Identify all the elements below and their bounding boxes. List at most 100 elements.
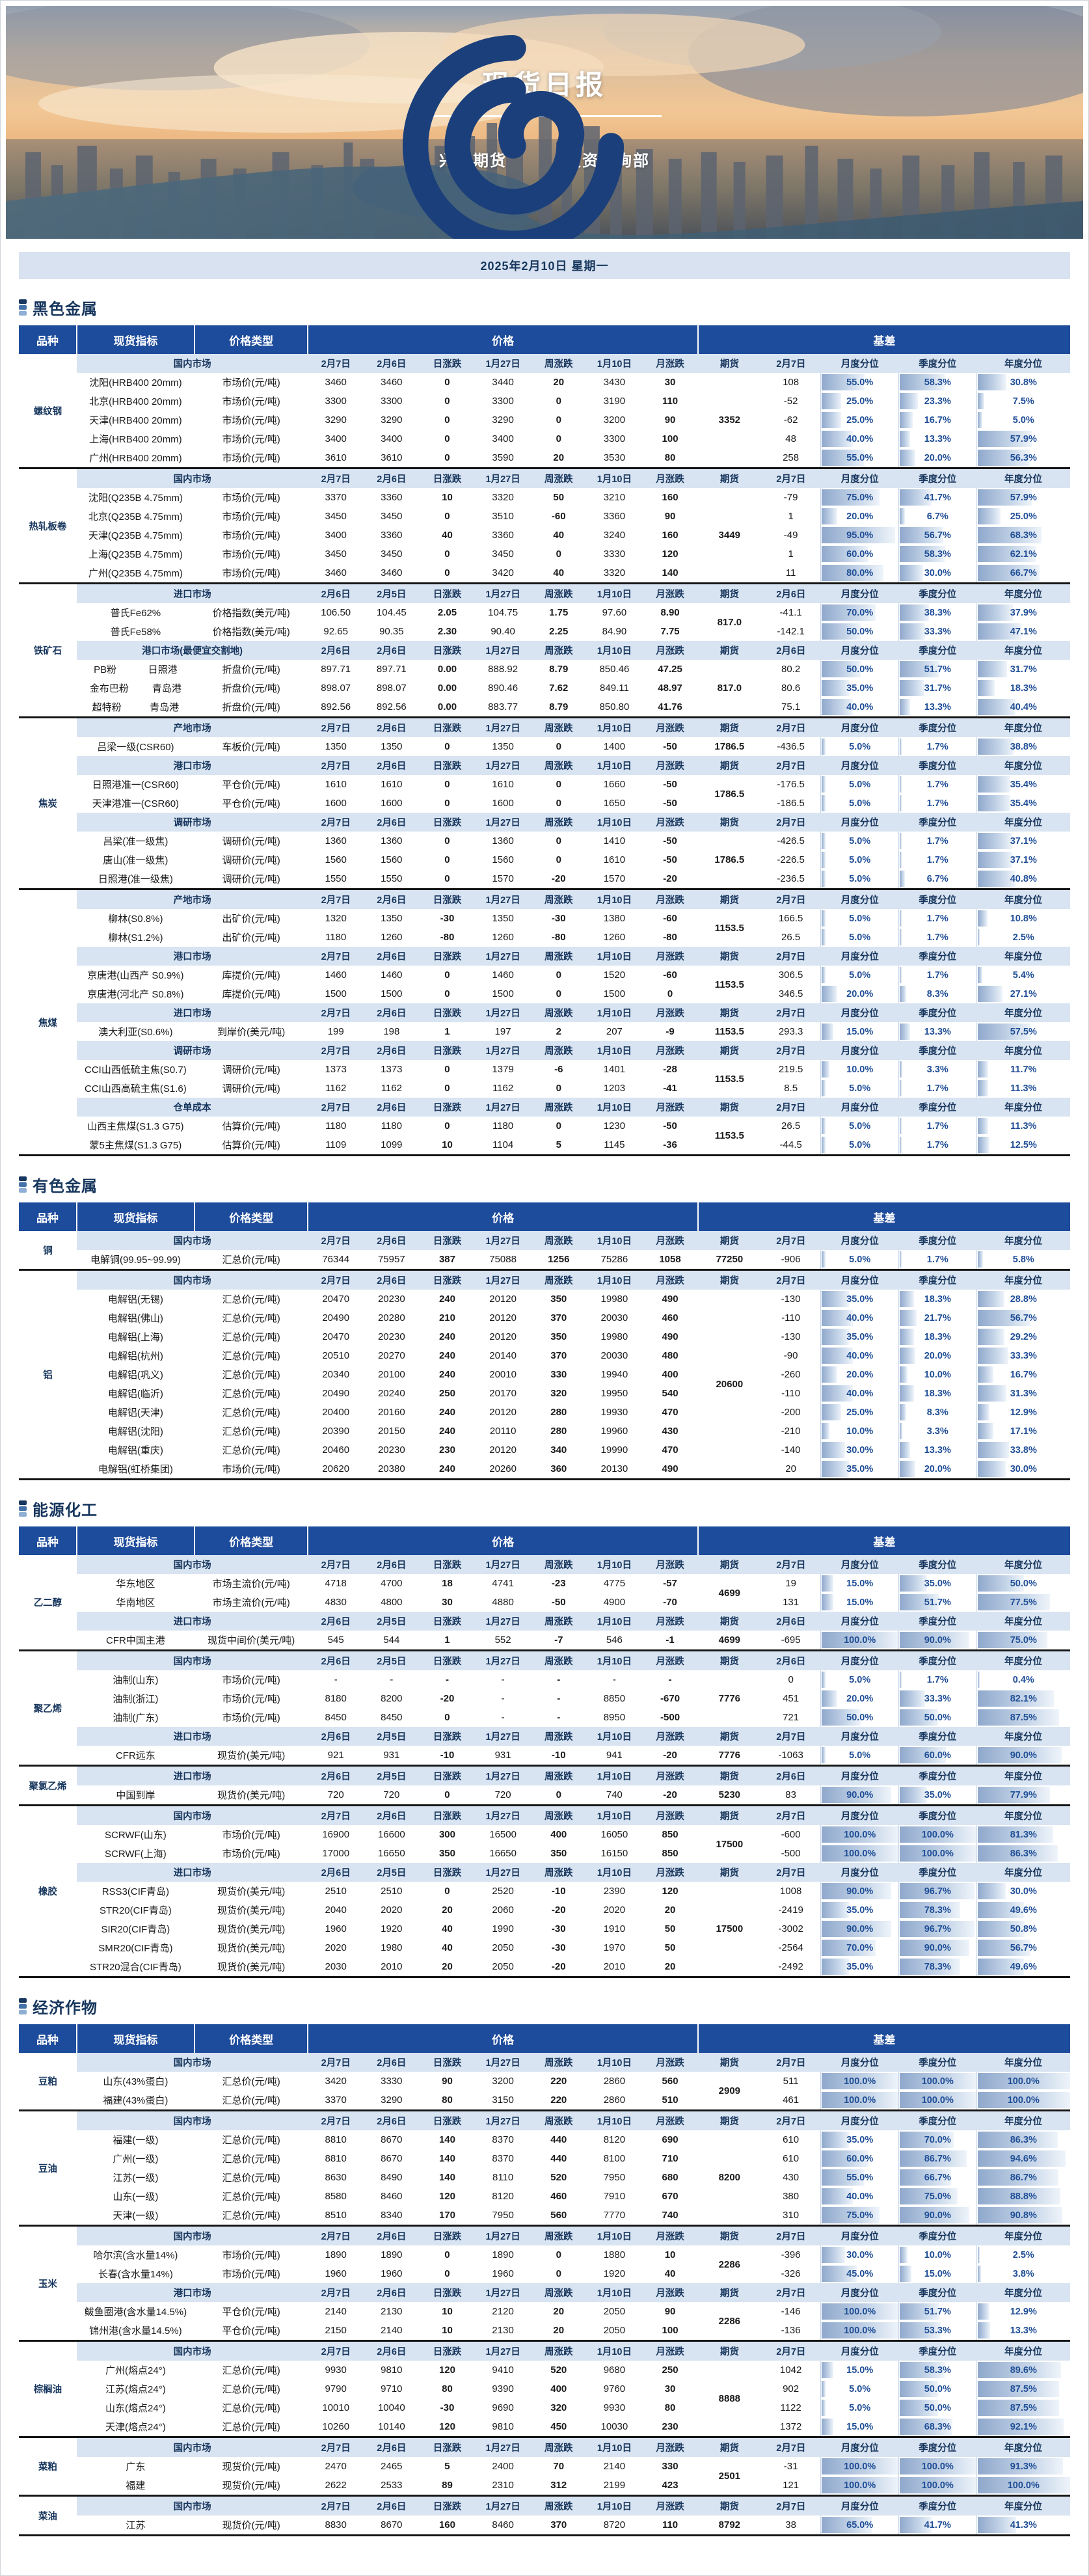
col-date-m: 1月10日: [586, 1003, 643, 1022]
price-cell: 3320: [475, 488, 531, 507]
price-type-cell: 市场价(元/吨): [194, 373, 308, 392]
percentile-bar: [822, 2247, 845, 2263]
price-cell: 20120: [475, 1327, 531, 1346]
price-cell: 1180: [308, 1117, 364, 1135]
percentile-cell: 13.3%: [898, 1441, 977, 1459]
percentile-cell: 70.0%: [898, 2130, 977, 2149]
change-cell: 10: [642, 2245, 698, 2264]
change-cell: 440: [530, 2130, 587, 2149]
percentile-cell: 25.0%: [820, 1403, 899, 1422]
price-type-cell: 汇总价(元/吨): [194, 2091, 308, 2111]
futures-price-cell: 1786.5: [697, 775, 761, 813]
change-cell: 350: [530, 1290, 587, 1308]
col-pct-quarter: 季度分位: [898, 2053, 977, 2072]
col-basis-date: 2月7日: [760, 1727, 821, 1746]
price-cell: 9680: [586, 2361, 643, 2379]
price-cell: 2400: [475, 2457, 531, 2476]
price-type-cell: 市场价(元/吨): [194, 448, 308, 468]
percentile-cell: 90.8%: [976, 2206, 1070, 2226]
percentile-value: 15.0%: [846, 1027, 874, 1037]
col-futures: 期货: [697, 1612, 761, 1631]
change-cell: 240: [419, 1327, 476, 1346]
change-cell: 0: [419, 1117, 476, 1135]
percentile-cell: 100.0%: [820, 2321, 899, 2341]
percentile-bar: [822, 1024, 834, 1040]
percentile-value: 50.0%: [846, 627, 874, 637]
price-type-cell: 库提价(元/吨): [194, 966, 308, 984]
price-cell: 9690: [475, 2398, 531, 2417]
percentile-cell: 1.7%: [898, 1117, 977, 1135]
col-futures: 期货: [697, 756, 761, 775]
price-cell: 19980: [586, 1290, 643, 1308]
col-date-2: 2月6日: [364, 641, 420, 660]
basis-value-cell: -110: [760, 1384, 821, 1403]
price-cell: 3290: [308, 411, 364, 429]
col-pct-month: 月度分位: [820, 1041, 899, 1060]
percentile-value: 50.0%: [846, 1713, 874, 1723]
change-cell: 210: [419, 1308, 476, 1327]
change-cell: 0.00: [419, 679, 476, 698]
basis-value-cell: 38: [760, 2515, 821, 2536]
price-type-cell: 到岸价(美元/吨): [194, 1022, 308, 1041]
price-cell: 2020: [586, 1901, 643, 1919]
price-cell: 1610: [586, 850, 643, 869]
col-pct-quarter: 季度分位: [898, 1649, 977, 1670]
market-label: 进口市场: [76, 1727, 308, 1746]
price-cell: 1560: [475, 850, 531, 869]
price-cell: 1500: [308, 984, 364, 1003]
price-type-cell: 汇总价(元/吨): [194, 1422, 308, 1441]
table-row: 京唐港(山西产 S0.9%) 库提价(元/吨) 1460 1460 0 1460 0 1520…: [19, 966, 1070, 1003]
percentile-cell: 100.0%: [976, 2072, 1070, 2091]
indicator-cell: 山西主焦煤(S1.3 G75): [76, 1117, 195, 1135]
col-date-2: 2月5日: [364, 1765, 420, 1785]
change-cell: 740: [642, 2206, 698, 2226]
indicator-cell: 京唐港(山西产 S0.9%): [76, 966, 195, 984]
indicator-cell: 上海(HRB400 20mm): [76, 429, 195, 448]
col-date-2: 2月6日: [364, 1041, 420, 1060]
basis-value-cell: -200: [760, 1403, 821, 1422]
price-cell: 3440: [475, 373, 531, 392]
indicator-cell: 沈阳(Q235B 4.75mm): [76, 488, 195, 507]
percentile-bar: [900, 1902, 960, 1918]
price-cell: 1360: [308, 832, 364, 850]
col-day-change: 日涨跌: [419, 1041, 476, 1060]
change-cell: 710: [642, 2149, 698, 2168]
change-cell: 0: [419, 2245, 476, 2264]
percentile-cell: 56.3%: [976, 448, 1070, 468]
price-type-cell: 汇总价(元/吨): [194, 1441, 308, 1459]
col-date-2: 2月6日: [364, 1003, 420, 1022]
percentile-value: 20.0%: [924, 1351, 951, 1361]
percentile-cell: 75.0%: [820, 488, 899, 507]
percentile-bar: [977, 1940, 1030, 1956]
price-cell: 84.90: [586, 622, 643, 641]
price-type-cell: 市场价(元/吨): [194, 1459, 308, 1480]
percentile-bar: [900, 967, 902, 983]
percentile-cell: 40.0%: [820, 1384, 899, 1403]
indicator-cell: SIR20(CIF青岛): [76, 1919, 195, 1938]
price-type-cell: 汇总价(元/吨): [194, 1308, 308, 1327]
col-day-change: 日涨跌: [419, 2283, 476, 2302]
market-subheader-row: 港口市场 2月7日 2月6日 日涨跌 1月27日 周涨跌 1月10日 月涨跌 期货 2月7日 月度分…: [19, 947, 1070, 966]
col-pct-year: 年度分位: [976, 582, 1070, 603]
percentile-value: 70.0%: [846, 608, 874, 618]
percentile-cell: 15.0%: [820, 2417, 899, 2437]
percentile-cell: 35.0%: [898, 1574, 977, 1593]
percentile-cell: 60.0%: [820, 2149, 899, 2168]
table-row: STR20(CIF青岛) 现货价(美元/吨) 2040 2020 20 2060 -20 20…: [19, 1901, 1070, 1919]
price-cell: 8100: [586, 2149, 643, 2168]
percentile-bar: [977, 680, 995, 696]
percentile-cell: 89.6%: [976, 2361, 1070, 2379]
change-cell: 0: [530, 794, 587, 813]
percentile-cell: 37.1%: [976, 850, 1070, 869]
percentile-bar: [977, 2458, 1063, 2474]
percentile-value: 86.3%: [1010, 2135, 1037, 2145]
change-cell: 1256: [530, 1250, 587, 1270]
variety-cell: 焦煤: [19, 888, 77, 1156]
change-cell: 100: [642, 2321, 698, 2341]
indicator-cell: 柳林(S1.2%): [76, 928, 195, 947]
col-date-2: 2月6日: [364, 354, 420, 373]
col-month-change: 月涨跌: [642, 1098, 698, 1117]
percentile-cell: 91.3%: [976, 2457, 1070, 2476]
change-cell: 5: [530, 1135, 587, 1156]
price-type-cell: 现货价(美元/吨): [194, 1938, 308, 1957]
